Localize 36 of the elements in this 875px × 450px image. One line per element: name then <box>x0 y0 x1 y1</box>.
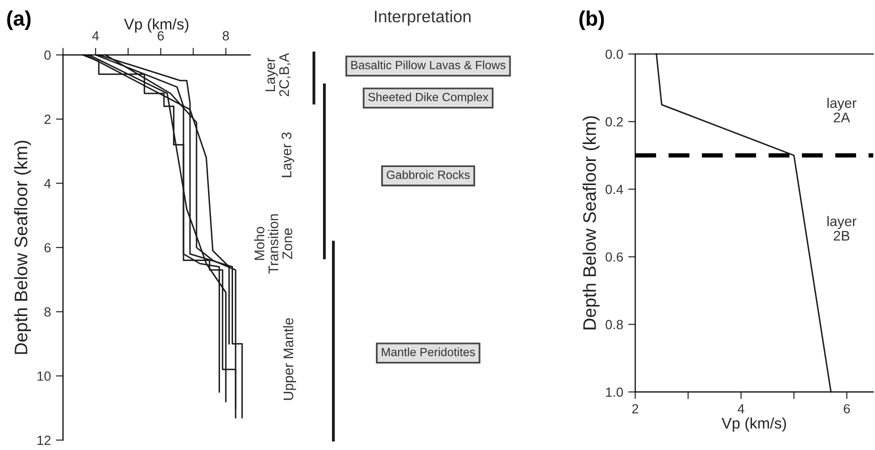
y-tick-label: 4 <box>44 179 51 188</box>
text: Gabbroic Rocks <box>386 170 470 180</box>
chart-title: (b) <box>579 10 604 30</box>
x-tick-label: 6 <box>844 404 850 414</box>
y-tick-label: 0.6 <box>606 252 623 262</box>
y-tick-label: 12 <box>38 436 51 445</box>
y-tick-label: 0.0 <box>606 50 623 59</box>
y-tick-label: 6 <box>44 243 51 252</box>
chart-title: (a) <box>7 10 31 30</box>
text: Moho Transition Zone <box>254 214 292 274</box>
y-tick-label: 0.2 <box>606 117 623 126</box>
text: Layer 2C,B,A <box>265 52 291 96</box>
y-tick-label: 10 <box>38 371 51 381</box>
y-axis-title: Depth Below Seafloor (km) <box>582 116 600 330</box>
y-tick-label: 1.0 <box>606 388 623 397</box>
y-tick-label: 0.8 <box>606 320 623 330</box>
x-tick-label: 4 <box>738 404 744 414</box>
y-tick-label: 0 <box>44 50 51 60</box>
text: Sheeted Dike Complex <box>368 92 488 104</box>
x-tick-label: 2 <box>632 404 638 414</box>
x-axis-title: Vp (km/s) <box>722 417 786 432</box>
x-tick-label: 6 <box>158 31 164 40</box>
y-tick-label: 8 <box>44 307 51 317</box>
annotation: layer 2A <box>827 98 856 122</box>
annotation: layer 2B <box>827 216 856 241</box>
x-axis-title: Vp (km/s) <box>124 18 188 33</box>
x-tick-label: 8 <box>222 31 229 40</box>
text: Layer 3 <box>282 132 294 178</box>
text: Mantle Peridotites <box>382 348 475 356</box>
y-tick-label: 2 <box>44 114 51 124</box>
text: Basaltic Pillow Lavas & Flows <box>351 60 506 70</box>
text: Interpretation <box>374 10 471 26</box>
text: Upper Mantle <box>283 318 296 400</box>
y-axis-title: Depth Below Seafloor (km) <box>14 140 31 354</box>
x-tick-label: 4 <box>92 31 99 40</box>
y-tick-label: 0.4 <box>606 184 624 194</box>
